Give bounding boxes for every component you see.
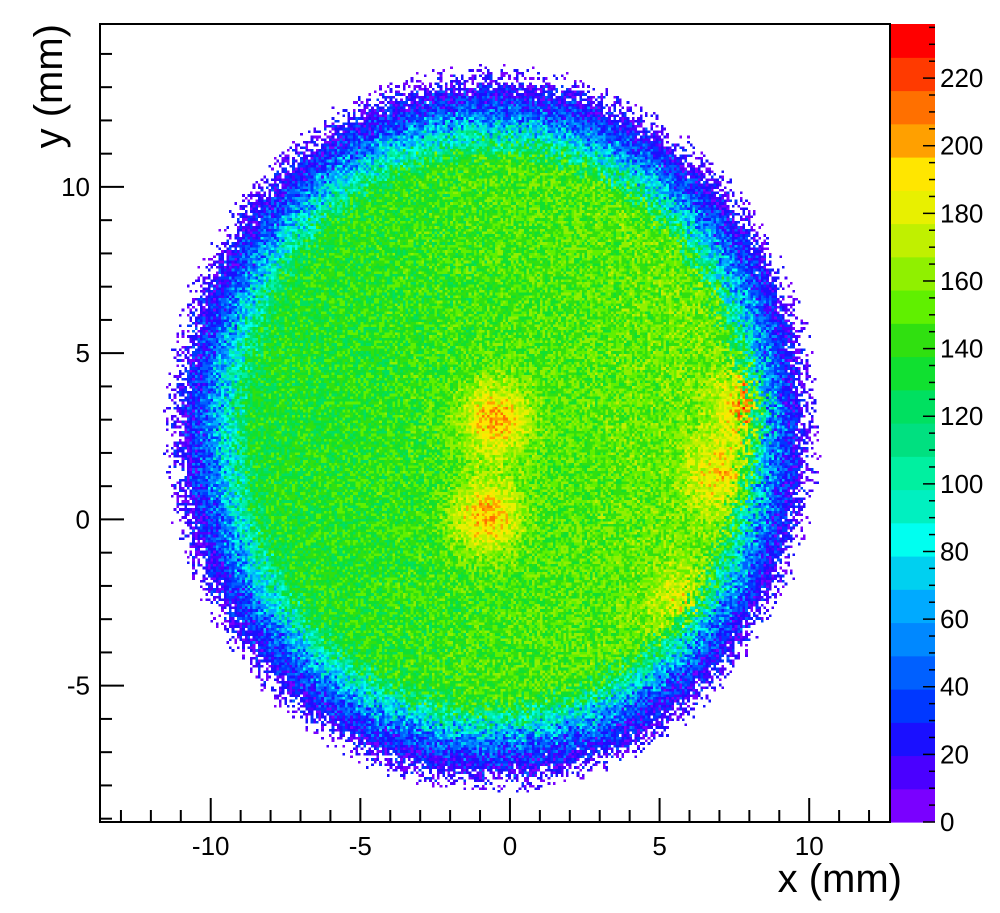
colorbar-segment (891, 489, 935, 524)
y-tick-label: 5 (76, 338, 90, 368)
colorbar-tick-label: 220 (940, 63, 983, 93)
colorbar: 0 20 40 60 80 100 120 140 160 180 200 220 (891, 24, 983, 837)
colorbar-segment (891, 589, 935, 624)
colorbar-segment (891, 57, 935, 92)
y-tick-label: 10 (61, 172, 90, 202)
colorbar-segment (891, 456, 935, 491)
colorbar-tick-label: 180 (940, 198, 983, 228)
x-tick-label: -10 (192, 831, 230, 861)
x-tick-label: 5 (652, 831, 666, 861)
y-tick-label: -5 (67, 671, 90, 701)
x-tick-label: 10 (795, 831, 824, 861)
colorbar-segment (891, 123, 935, 158)
colorbar-segment (891, 90, 935, 125)
colorbar-segment (891, 556, 935, 590)
x-axis-title: x (mm) (778, 857, 902, 901)
colorbar-tick-label: 20 (940, 739, 969, 769)
colorbar-segment (891, 256, 935, 291)
colorbar-segment (891, 24, 935, 58)
colorbar-tick-label: 60 (940, 604, 969, 634)
colorbar-tick-label: 200 (940, 131, 983, 161)
y-axis: -5 0 5 10 (61, 52, 124, 820)
plot-frame-outline (99, 23, 891, 823)
colorbar-segment (891, 290, 935, 324)
colorbar-segment (891, 423, 935, 457)
colorbar-segment (891, 788, 935, 823)
colorbar-tick-label: 80 (940, 536, 969, 566)
colorbar-segment (891, 622, 935, 657)
x-tick-label: -5 (349, 831, 372, 861)
colorbar-tick-label: 40 (940, 672, 969, 702)
colorbar-segment (891, 323, 935, 358)
colorbar-segment (891, 655, 935, 690)
heatmap-image (100, 24, 890, 822)
colorbar-segment (891, 689, 935, 723)
colorbar-segment (891, 190, 935, 225)
colorbar-tick-label: 0 (940, 807, 954, 837)
colorbar-tick-label: 140 (940, 334, 983, 364)
colorbar-tick-label: 100 (940, 469, 983, 499)
colorbar-tick-label: 120 (940, 401, 983, 431)
y-tick-label: 0 (76, 504, 90, 534)
colorbar-segment (891, 389, 935, 424)
colorbar-segment (891, 223, 935, 258)
x-tick-label: 0 (503, 831, 517, 861)
colorbar-segment (891, 722, 935, 757)
colorbar-segment (891, 157, 935, 191)
y-axis-title: y (mm) (27, 24, 71, 148)
colorbar-segment (891, 356, 935, 391)
colorbar-segment (891, 755, 935, 790)
colorbar-tick-label: 160 (940, 266, 983, 296)
x-axis: -10 -5 0 5 10 (119, 798, 871, 861)
